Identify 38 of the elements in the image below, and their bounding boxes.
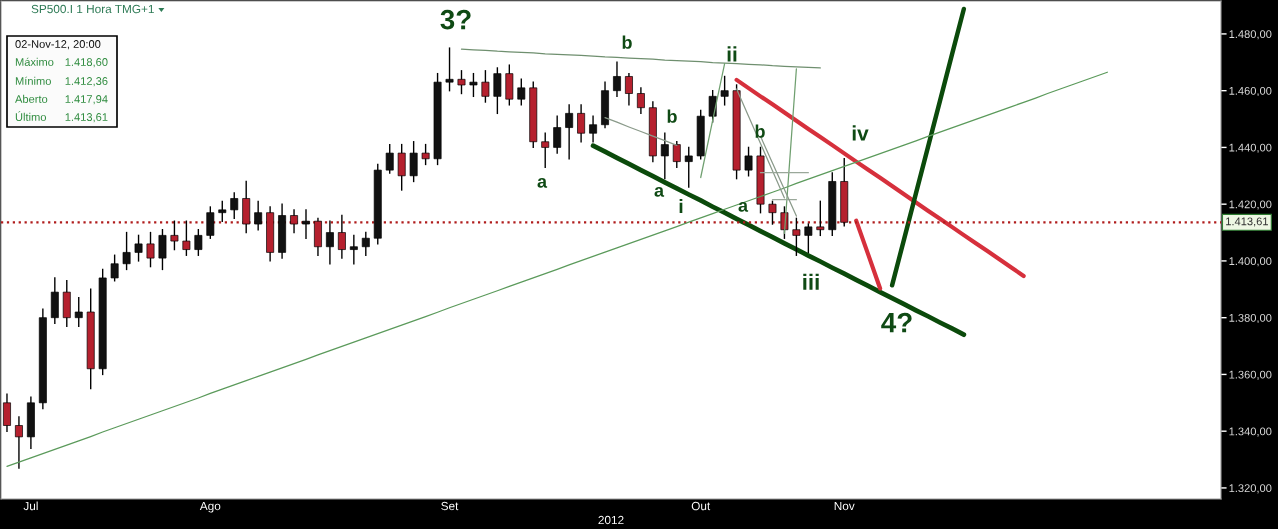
annotation: b [667,109,677,123]
x-tick-label: Set [441,501,459,511]
annotation: Aberto [15,94,48,103]
x-tick-label: Ago [199,501,221,513]
annotation: iv [852,125,869,141]
y-tick-label: 1.380,00 [1229,313,1272,324]
x-tick-label: Nov [834,501,855,511]
annotation: 1.417,94 [65,95,108,105]
annotation: a [537,177,548,188]
ref-line-label: 1.413,61 [1226,217,1268,227]
y-tick-label: 1.360,00 [1229,370,1272,380]
annotation: Último [15,111,47,121]
y-tick-label: 1.460,00 [1229,86,1272,97]
annotation: 1.418,60 [65,58,108,68]
chart-title: SP500.I 1 Hora TMG+1 [31,4,154,14]
annotation: iii [803,273,819,290]
annotation: Máximo [15,57,54,66]
annotation: 1.413,61 [65,113,108,123]
annotation: a [738,201,749,212]
y-tick-label: 1.480,00 [1229,30,1272,40]
annotation: 3? [440,9,471,30]
annotation: 02-Nov-12, 20:00 [15,40,101,50]
y-tick-label: 1.320,00 [1229,484,1272,494]
annotation: i [679,198,683,214]
y-tick-label: 1.400,00 [1229,257,1272,267]
x-tick-label: Jul [23,501,38,511]
annotation: 1.412,36 [65,77,108,87]
x-axis-title: 2012 [598,515,624,525]
y-tick-label: 1.340,00 [1229,427,1272,437]
annotation: ii [727,46,737,62]
annotation: b [755,124,765,138]
annotation: 4? [881,312,912,333]
y-tick-label: 1.420,00 [1229,200,1272,210]
annotation: Mínimo [15,76,51,85]
y-tick-label: 1.440,00 [1229,143,1272,153]
x-tick-label: Out [691,501,711,511]
annotation: b [622,35,632,49]
annotation: a [654,186,665,197]
